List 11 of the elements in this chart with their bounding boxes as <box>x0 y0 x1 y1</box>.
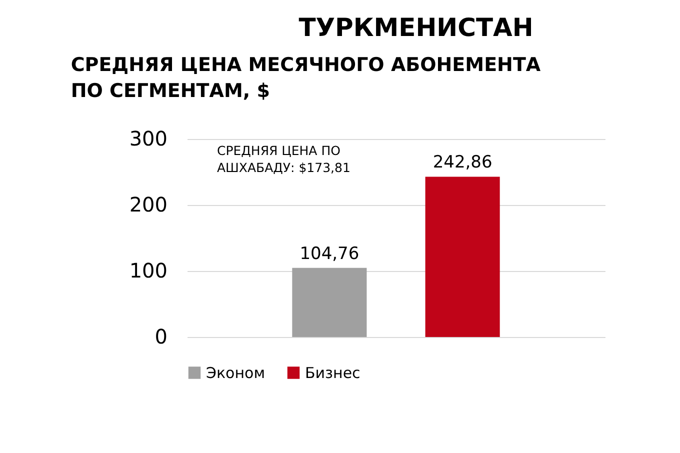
y-tick-label: 100 <box>129 258 168 282</box>
text: 242,86 <box>432 152 492 173</box>
y-tick-label: 0 <box>154 324 168 348</box>
chart-subtitle: СРЕДНЯЯ ЦЕНА МЕСЯЧНОГО АБОНЕМЕНТА ПО СЕГМЕНТАМ, $ <box>70 54 541 102</box>
legend-label: Бизнес <box>305 364 360 382</box>
y-tick-label: 200 <box>129 192 168 216</box>
legend-label: Эконом <box>206 364 266 382</box>
chart-title: ТУРКМЕНИСТАН <box>298 13 534 42</box>
annotation: СРЕДНЯЯ ЦЕНА ПО АШХАБАДУ: $173,81 <box>217 143 350 175</box>
y-tick-label: 300 <box>129 126 168 150</box>
text: 104,76 <box>300 244 360 264</box>
